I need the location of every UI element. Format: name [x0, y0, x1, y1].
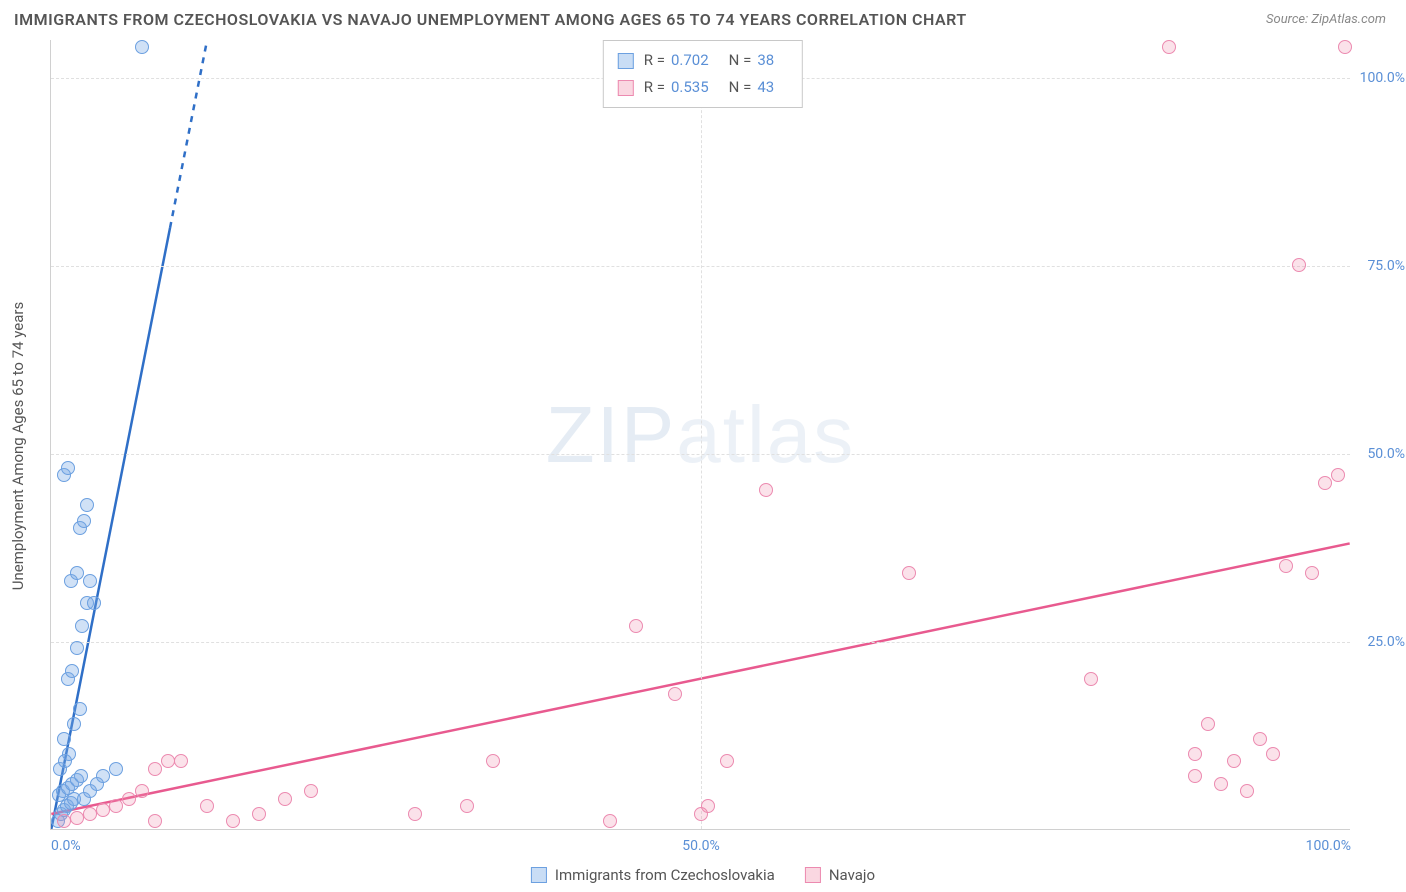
- data-point: [1266, 747, 1280, 761]
- swatch-blue: [531, 867, 547, 883]
- data-point: [226, 814, 240, 828]
- data-point: [109, 762, 123, 776]
- data-point: [57, 732, 71, 746]
- data-point: [87, 596, 101, 610]
- data-point: [1240, 784, 1254, 798]
- data-point: [161, 754, 175, 768]
- data-point: [1214, 777, 1228, 791]
- data-point: [148, 762, 162, 776]
- gridline-v: [701, 40, 702, 829]
- data-point: [122, 792, 136, 806]
- data-point: [701, 799, 715, 813]
- data-point: [96, 803, 110, 817]
- data-point: [96, 769, 110, 783]
- series-legend: Immigrants from Czechoslovakia Navajo: [531, 866, 875, 884]
- r-value-pink: 0.535: [671, 74, 709, 101]
- swatch-blue: [618, 53, 634, 69]
- data-point: [135, 40, 149, 54]
- x-tick-label: 100.0%: [1306, 838, 1351, 854]
- data-point: [70, 641, 84, 655]
- data-point: [252, 807, 266, 821]
- data-point: [83, 574, 97, 588]
- data-point: [668, 687, 682, 701]
- legend-row-pink: R = 0.535 N = 43: [618, 74, 788, 101]
- swatch-pink: [805, 867, 821, 883]
- data-point: [1227, 754, 1241, 768]
- legend-label-pink: Navajo: [829, 866, 875, 884]
- data-point: [1162, 40, 1176, 54]
- data-point: [65, 664, 79, 678]
- data-point: [1305, 566, 1319, 580]
- data-point: [603, 814, 617, 828]
- r-label: R =: [644, 47, 665, 74]
- data-point: [1338, 40, 1352, 54]
- data-point: [1279, 559, 1293, 573]
- chart-title: IMMIGRANTS FROM CZECHOSLOVAKIA VS NAVAJO…: [14, 10, 967, 29]
- y-axis-label: Unemployment Among Ages 65 to 74 years: [9, 302, 27, 590]
- legend-item-blue: Immigrants from Czechoslovakia: [531, 866, 775, 884]
- swatch-pink: [618, 80, 634, 96]
- watermark-thin: atlas: [676, 390, 855, 479]
- data-point: [304, 784, 318, 798]
- data-point: [75, 619, 89, 633]
- n-value-blue: 38: [757, 47, 774, 74]
- data-point: [73, 702, 87, 716]
- data-point: [902, 566, 916, 580]
- data-point: [408, 807, 422, 821]
- watermark-bold: ZIP: [546, 390, 676, 479]
- n-label: N =: [729, 74, 752, 101]
- data-point: [135, 784, 149, 798]
- r-value-blue: 0.702: [671, 47, 709, 74]
- correlation-legend: R = 0.702 N = 38 R = 0.535 N = 43: [603, 40, 803, 108]
- data-point: [80, 498, 94, 512]
- legend-row-blue: R = 0.702 N = 38: [618, 47, 788, 74]
- data-point: [278, 792, 292, 806]
- data-point: [77, 514, 91, 528]
- legend-label-blue: Immigrants from Czechoslovakia: [555, 866, 775, 884]
- data-point: [200, 799, 214, 813]
- n-label: N =: [729, 47, 752, 74]
- data-point: [70, 566, 84, 580]
- data-point: [62, 747, 76, 761]
- data-point: [1318, 476, 1332, 490]
- data-point: [57, 814, 71, 828]
- plot-area: ZIPatlas 25.0%50.0%75.0%100.0%0.0%50.0%1…: [50, 40, 1350, 830]
- source-label: Source: ZipAtlas.com: [1266, 12, 1386, 27]
- data-point: [67, 717, 81, 731]
- data-point: [1253, 732, 1267, 746]
- data-point: [1292, 258, 1306, 272]
- data-point: [460, 799, 474, 813]
- data-point: [720, 754, 734, 768]
- y-tick-label: 50.0%: [1367, 446, 1405, 462]
- n-value-pink: 43: [757, 74, 774, 101]
- data-point: [109, 799, 123, 813]
- data-point: [1201, 717, 1215, 731]
- data-point: [61, 461, 75, 475]
- x-tick-label: 0.0%: [51, 838, 81, 854]
- data-point: [148, 814, 162, 828]
- data-point: [1188, 747, 1202, 761]
- data-point: [486, 754, 500, 768]
- r-label: R =: [644, 74, 665, 101]
- data-point: [174, 754, 188, 768]
- data-point: [83, 807, 97, 821]
- data-point: [1331, 468, 1345, 482]
- data-point: [70, 811, 84, 825]
- data-point: [759, 483, 773, 497]
- data-point: [74, 769, 88, 783]
- x-tick-label: 50.0%: [682, 838, 720, 854]
- y-tick-label: 75.0%: [1367, 258, 1405, 274]
- data-point: [629, 619, 643, 633]
- y-tick-label: 100.0%: [1360, 70, 1405, 86]
- data-point: [1188, 769, 1202, 783]
- data-point: [1084, 672, 1098, 686]
- y-tick-label: 25.0%: [1367, 634, 1405, 650]
- legend-item-pink: Navajo: [805, 866, 875, 884]
